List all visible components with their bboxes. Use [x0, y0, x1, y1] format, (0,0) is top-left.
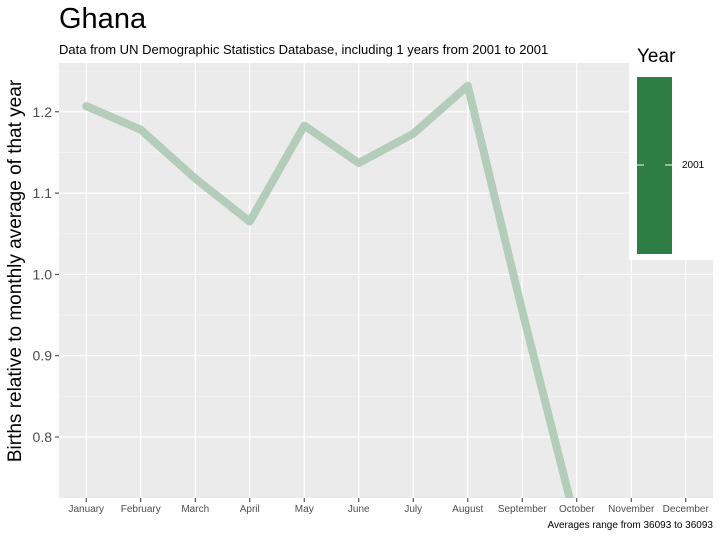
y-tick-label-4: 1.2	[33, 104, 53, 120]
x-tick-label-4: May	[295, 504, 314, 515]
chart-subtitle: Data from UN Demographic Statistics Data…	[59, 42, 549, 57]
x-tick-label-1: February	[121, 504, 161, 515]
chart-title: Ghana	[59, 3, 147, 35]
chart-caption: Averages range from 36093 to 36093	[547, 520, 714, 531]
plot-panel	[59, 63, 713, 498]
x-tick-label-10: November	[608, 504, 655, 515]
y-tick-label-1: 0.9	[33, 348, 53, 364]
x-tick-label-6: July	[404, 504, 422, 515]
legend-label-2001: 2001	[682, 160, 705, 171]
y-tick-label-0: 0.8	[33, 429, 53, 445]
series-line-0	[82, 81, 574, 498]
x-tick-label-0: January	[68, 504, 104, 515]
x-tick-label-5: June	[348, 504, 370, 515]
x-axis-ticks: January February March April May June July Augu…	[68, 498, 709, 515]
y-tick-label-3: 1.1	[33, 185, 53, 201]
x-tick-label-2: March	[181, 504, 209, 515]
x-tick-label-7: August	[452, 504, 483, 515]
x-tick-label-9: October	[559, 504, 595, 515]
major-gridlines	[59, 63, 713, 498]
x-tick-label-8: September	[498, 504, 548, 515]
y-axis-ticks: 0.8 0.9 1.0 1.1 1.2	[33, 104, 59, 445]
x-tick-label-11: December	[663, 504, 710, 515]
y-tick-label-2: 1.0	[33, 266, 53, 282]
legend-title: Year	[637, 46, 676, 67]
x-tick-label-3: April	[240, 504, 260, 515]
series-group	[82, 81, 574, 498]
